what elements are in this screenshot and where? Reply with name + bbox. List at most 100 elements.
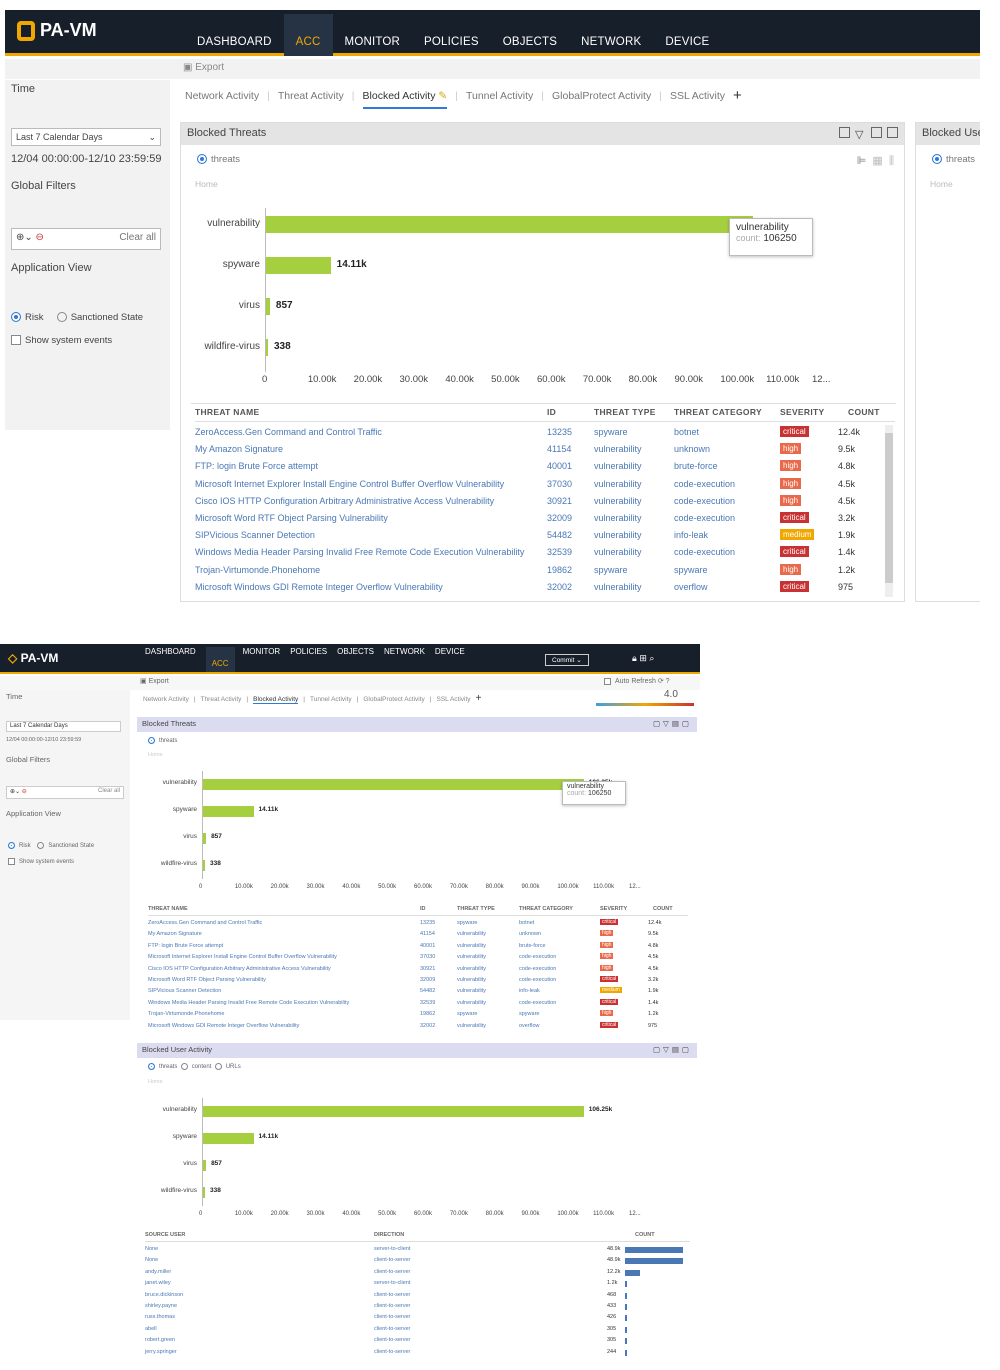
lower-id-cell[interactable]: 32009: [420, 977, 436, 983]
threat-type-cell[interactable]: spyware: [594, 564, 628, 575]
threat-type-cell[interactable]: vulnerability: [594, 547, 642, 558]
id-cell[interactable]: 32002: [547, 581, 573, 592]
threat-type-cell[interactable]: vulnerability: [594, 478, 642, 489]
partial-threats-radio-option[interactable]: threats: [932, 154, 975, 165]
lower-threat-name-cell[interactable]: Microsoft Windows GDI Remote Integer Ove…: [148, 1022, 300, 1029]
source-user-cell[interactable]: janet.wiley: [145, 1280, 171, 1287]
popout-icon[interactable]: [887, 127, 898, 138]
nav-acc[interactable]: ACC: [283, 14, 333, 56]
lower-type-cell[interactable]: vulnerability: [457, 1022, 487, 1029]
lower-id-cell[interactable]: 54482: [420, 988, 436, 995]
add-tab-icon[interactable]: +: [733, 87, 742, 104]
threat-name-cell[interactable]: Trojan-Virtumonde.Phonehome: [195, 564, 321, 575]
threat-category-cell[interactable]: code-execution: [674, 547, 736, 558]
lower-time-select[interactable]: Last 7 Calendar Days: [6, 721, 121, 732]
user-widget-actions[interactable]: ▢▽▤▢: [652, 1045, 692, 1054]
threat-name-cell[interactable]: Cisco IOS HTTP Configuration Arbitrary A…: [195, 495, 495, 506]
threat-type-cell[interactable]: vulnerability: [594, 444, 642, 455]
add-filter-icon[interactable]: ⊕⌄: [16, 232, 33, 243]
table-row[interactable]: Cisco IOS HTTP Configuration Arbitrary A…: [195, 494, 895, 511]
lower-category-cell[interactable]: code-execution: [519, 954, 557, 961]
time-select[interactable]: Last 7 Calendar Days ⌄: [11, 128, 161, 146]
commit-button[interactable]: Commit ⌄: [545, 654, 589, 666]
filter-icon[interactable]: ▽: [855, 129, 864, 141]
threat-name-cell[interactable]: Microsoft Internet Explorer Install Engi…: [195, 478, 505, 489]
lower-risk-radio[interactable]: [8, 842, 15, 849]
col-severity[interactable]: SEVERITY: [780, 407, 825, 417]
lower-threat-name-cell[interactable]: Trojan-Virtumonde.Phonehome: [148, 1011, 225, 1018]
lower-type-cell[interactable]: vulnerability: [457, 954, 487, 961]
threat-type-cell[interactable]: vulnerability: [594, 513, 642, 523]
threat-category-cell[interactable]: code-execution: [674, 513, 736, 523]
partial-threats-radio[interactable]: [932, 154, 942, 165]
table-row[interactable]: Microsoft Windows GDI Remote Integer Ove…: [195, 580, 895, 597]
lower-col-count[interactable]: COUNT: [653, 906, 673, 912]
scrollbar-thumb[interactable]: [885, 433, 893, 583]
lower-nav-dashboard[interactable]: DASHBOARD: [145, 647, 196, 656]
lower-table-row[interactable]: Microsoft Internet Explorer Install Engi…: [148, 953, 688, 964]
direction-cell[interactable]: client-to-server: [374, 1337, 411, 1344]
user-bar[interactable]: [203, 1160, 207, 1171]
direction-cell[interactable]: server-to-client: [374, 1246, 411, 1252]
id-cell[interactable]: 32009: [547, 513, 573, 523]
direction-cell[interactable]: client-to-server: [374, 1291, 411, 1298]
lower-table-row[interactable]: My Amazon Signature 41154 vulnerability unk…: [148, 930, 688, 941]
col-user-count[interactable]: COUNT: [635, 1232, 655, 1238]
lower-category-cell[interactable]: info-leak: [519, 988, 540, 995]
user-content-radio[interactable]: [180, 1063, 188, 1070]
threat-type-cell[interactable]: vulnerability: [594, 581, 642, 592]
nav-policies[interactable]: POLICIES: [424, 36, 479, 48]
lower-nav-network[interactable]: NETWORK: [384, 647, 425, 656]
threats-radio[interactable]: [197, 154, 207, 165]
lower-table-row[interactable]: Windows Media Header Parsing Invalid Fre…: [148, 998, 688, 1010]
user-bar[interactable]: [203, 1133, 254, 1144]
maximize-icon[interactable]: [839, 127, 850, 138]
user-table-row[interactable]: andy.miller client-to-server 12.2k: [145, 1268, 690, 1279]
lower-col-severity[interactable]: SEVERITY: [600, 906, 628, 912]
threat-name-cell[interactable]: Microsoft Word RTF Object Parsing Vulner…: [195, 513, 388, 523]
lower-table-row[interactable]: ZeroAccess.Gen Command and Control Traff…: [148, 919, 688, 930]
lower-id-cell[interactable]: 32539: [420, 999, 436, 1006]
user-table-row[interactable]: shirley.payne client-to-server 433: [145, 1302, 690, 1313]
edit-icon[interactable]: ✎: [438, 90, 448, 102]
threat-type-cell[interactable]: vulnerability: [594, 530, 642, 541]
user-table-row[interactable]: bruce.dickinson client-to-server 468: [145, 1291, 690, 1302]
lower-tab-blocked[interactable]: Blocked Activity: [253, 696, 299, 704]
lower-category-cell[interactable]: code-execution: [519, 977, 557, 983]
lower-category-cell[interactable]: code-execution: [519, 999, 557, 1006]
lower-threats-radio-option[interactable]: threats: [148, 737, 177, 744]
tab-network-activity[interactable]: Network Activity: [185, 90, 260, 102]
lower-threat-name-cell[interactable]: Cisco IOS HTTP Configuration Arbitrary A…: [148, 965, 331, 972]
lower-bar[interactable]: [203, 833, 207, 844]
threat-name-cell[interactable]: SIPVicious Scanner Detection: [195, 530, 315, 541]
direction-cell[interactable]: client-to-server: [374, 1314, 411, 1321]
id-cell[interactable]: 37030: [547, 478, 573, 489]
id-cell[interactable]: 54482: [547, 530, 573, 541]
lower-nav-monitor[interactable]: MONITOR: [242, 647, 281, 656]
threat-type-cell[interactable]: vulnerability: [594, 461, 642, 472]
auto-refresh[interactable]: Auto Refresh ⟳ ?: [604, 677, 670, 685]
col-threat-category[interactable]: THREAT CATEGORY: [674, 407, 762, 417]
user-bar[interactable]: [203, 1187, 205, 1198]
lower-threat-name-cell[interactable]: My Amazon Signature: [148, 931, 202, 938]
threat-name-cell[interactable]: FTP: login Brute Force attempt: [195, 461, 319, 472]
lower-threats-radio[interactable]: [148, 737, 155, 744]
lower-clear-all[interactable]: Clear all: [97, 788, 120, 794]
direction-cell[interactable]: client-to-server: [374, 1303, 411, 1309]
lower-threat-name-cell[interactable]: Microsoft Word RTF Object Parsing Vulner…: [148, 977, 266, 983]
col-id[interactable]: ID: [547, 407, 557, 417]
user-threats-radio[interactable]: [148, 1063, 155, 1070]
table-row[interactable]: Microsoft Internet Explorer Install Engi…: [195, 477, 895, 494]
direction-cell[interactable]: client-to-server: [374, 1325, 411, 1332]
col-threat-name[interactable]: THREAT NAME: [195, 407, 260, 417]
lower-show-system-checkbox[interactable]: [8, 858, 15, 865]
lower-type-cell[interactable]: vulnerability: [457, 977, 487, 983]
table-icon[interactable]: [871, 127, 882, 138]
lower-col-type[interactable]: THREAT TYPE: [457, 906, 495, 912]
bar[interactable]: [266, 257, 331, 274]
source-user-cell[interactable]: andy.miller: [145, 1268, 172, 1275]
lower-threat-name-cell[interactable]: ZeroAccess.Gen Command and Control Traff…: [148, 920, 263, 926]
column-chart-icon[interactable]: ⫼: [888, 155, 894, 167]
lower-col-id[interactable]: ID: [420, 906, 426, 912]
threat-type-cell[interactable]: spyware: [594, 427, 628, 437]
